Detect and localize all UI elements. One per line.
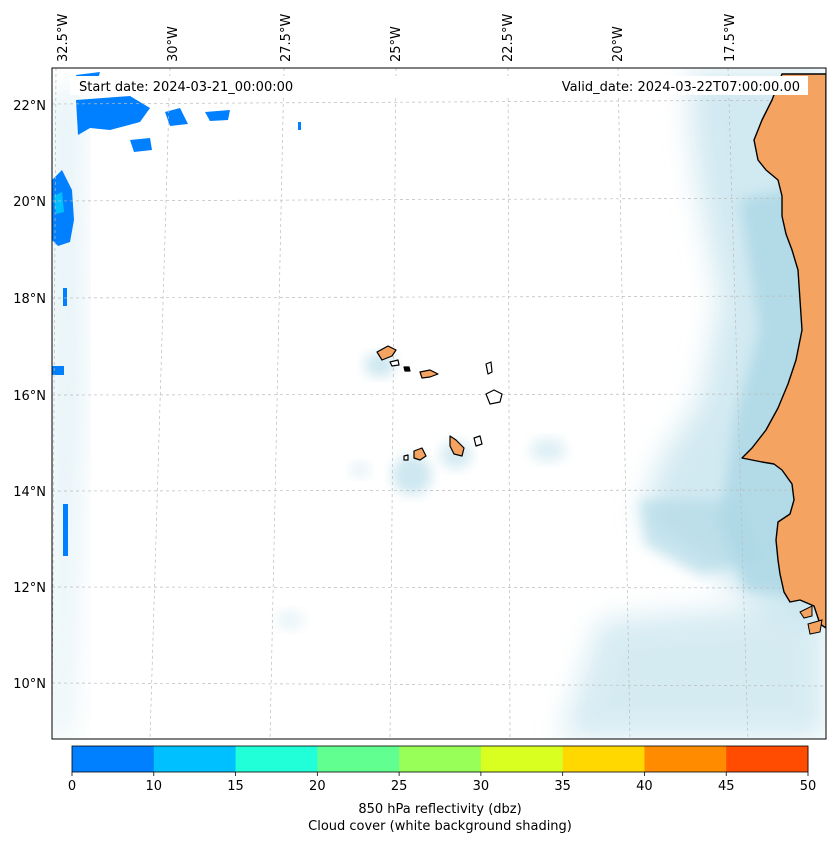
valid-date-label: Valid_date: 2024-03-22T07:00:00.00 [562,80,800,95]
colorbar-segment [317,746,400,772]
island-brava [403,454,409,461]
colorbar: 0 10 15 20 25 30 35 40 45 50 850 hPa reflectivity… [68,745,816,834]
colorbar-tick-label: 25 [391,779,408,794]
lat-label: 14°N [13,485,46,500]
island-sao-vicente [389,359,400,367]
colorbar-tick-label: 35 [554,779,571,794]
lon-label: 20°W [611,26,626,62]
latitude-labels: 22°N 20°N 18°N 16°N 14°N 12°N 10°N [13,99,46,692]
island-sal [485,361,493,375]
african-mainland [741,73,826,635]
colorbar-segment [72,746,155,772]
lon-label: 22.5°W [501,14,516,62]
colorbar-tick-label: 15 [227,779,244,794]
island-santo-antao [376,345,397,361]
lat-label: 12°N [13,581,46,596]
graticule [52,68,826,739]
lat-label: 18°N [13,292,46,307]
island-boa-vista [485,389,503,405]
colorbar-title: 850 hPa reflectivity (dbz) [358,802,521,817]
lat-label: 10°N [13,677,46,692]
colorbar-tick-label: 40 [636,779,653,794]
colorbar-segment [480,746,564,772]
lat-label: 16°N [13,389,46,404]
colorbar-segment [644,746,727,772]
colorbar-segment [726,746,809,772]
date-info-box: Start date: 2024-03-21_00:00:00 Valid_da… [70,76,808,95]
island-maio [473,435,483,447]
island-sao-nicolau [419,369,439,379]
map-frame [51,67,827,740]
colorbar-segments [72,746,809,772]
date-info-background [70,76,808,95]
colorbar-segment [562,746,645,772]
colorbar-tick-label: 0 [68,779,76,794]
colorbar-segment [235,746,318,772]
colorbar-segment [399,746,482,772]
cape-verde-islands [376,345,503,461]
colorbar-tick-label: 10 [146,779,163,794]
island-fogo [413,447,427,461]
colorbar-tick-label: 50 [800,779,817,794]
colorbar-ticks: 0 10 15 20 25 30 35 40 45 50 [68,772,816,794]
lat-label: 22°N [13,99,46,114]
lon-label: 30°W [166,26,181,62]
longitude-labels: 32.5°W 30°W 27.5°W 25°W 22.5°W 20°W 17.5… [56,14,738,62]
lon-label: 17.5°W [723,14,738,62]
colorbar-segment [153,746,237,772]
island-santiago [449,435,465,457]
colorbar-frame [71,745,809,773]
lon-label: 25°W [389,26,404,62]
island-santa-luzia [403,366,411,372]
colorbar-tick-label: 30 [473,779,490,794]
lat-label: 20°N [13,195,46,210]
lon-label: 32.5°W [56,14,71,62]
colorbar-subtitle: Cloud cover (white background shading) [308,819,572,834]
colorbar-tick-label: 20 [309,779,326,794]
start-date-label: Start date: 2024-03-21_00:00:00 [79,80,293,95]
lon-label: 27.5°W [279,14,294,62]
colorbar-tick-label: 45 [718,779,735,794]
